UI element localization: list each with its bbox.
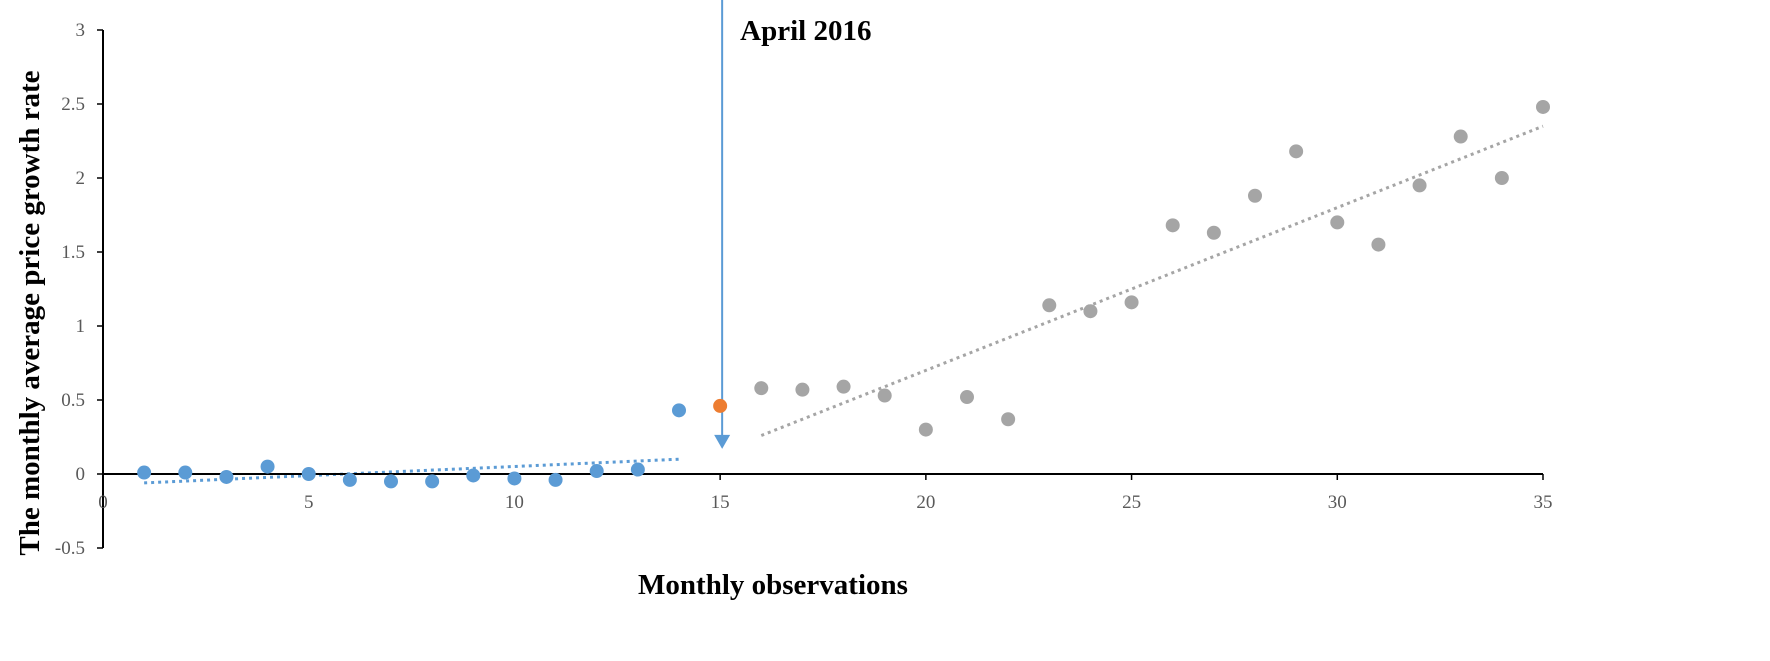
data-point — [548, 472, 563, 487]
y-tick-label: 2.5 — [61, 94, 85, 115]
data-point — [178, 465, 193, 480]
data-point — [630, 462, 645, 477]
annotation-group — [714, 0, 731, 449]
data-point — [1206, 225, 1221, 240]
data-point — [960, 390, 974, 405]
data-point — [342, 472, 357, 487]
data-point — [1289, 144, 1304, 159]
y-tick-label: 0 — [76, 464, 86, 485]
data-points — [137, 99, 1550, 489]
data-point — [1248, 188, 1262, 203]
data-point — [1124, 295, 1139, 310]
y-tick-label: -0.5 — [55, 538, 85, 559]
data-point — [1536, 99, 1550, 114]
data-point — [836, 379, 851, 394]
data-point — [754, 381, 769, 396]
x-axis-title: Monthly observations — [638, 569, 908, 601]
data-point — [466, 468, 481, 483]
data-point — [301, 467, 316, 481]
annotation-arrow-head — [714, 434, 731, 449]
trendline-1 — [144, 457, 680, 485]
data-point — [918, 422, 933, 437]
data-point — [877, 388, 892, 403]
data-point — [795, 382, 810, 397]
data-point — [589, 464, 604, 479]
data-point — [219, 469, 234, 484]
x-tick-label: 0 — [98, 492, 108, 513]
data-point — [1371, 237, 1386, 252]
data-point — [1001, 412, 1016, 427]
data-point — [1083, 304, 1098, 319]
data-point — [507, 471, 522, 486]
data-point — [1042, 298, 1057, 313]
tick-labels: -0.500.511.522.530 5 10 15 20 25 30 35 — [55, 20, 1553, 559]
y-tick-label: 0.5 — [61, 390, 85, 411]
x-tick-label: 35 — [1534, 492, 1553, 513]
data-point — [260, 459, 275, 474]
y-tick-label: 1 — [76, 316, 86, 337]
data-point — [1494, 171, 1509, 185]
y-axis-title: The monthly average price growth rate — [14, 70, 46, 555]
data-point — [713, 398, 728, 413]
data-point — [1412, 178, 1427, 193]
annotation-april-2016: April 2016 — [740, 15, 871, 47]
y-tick-label: 2 — [76, 168, 86, 189]
data-point — [1165, 218, 1180, 233]
x-tick-label: 20 — [916, 492, 935, 513]
data-point — [384, 474, 398, 489]
x-tick-label: 15 — [711, 492, 730, 513]
data-point — [1453, 129, 1468, 144]
y-tick-label: 1.5 — [61, 242, 85, 263]
x-tick-label: 10 — [505, 492, 524, 513]
data-point — [672, 403, 686, 418]
data-point — [1330, 215, 1345, 230]
trendlines — [144, 124, 1544, 485]
data-point — [137, 465, 152, 480]
trendline-2 — [760, 124, 1544, 437]
x-tick-label: 30 — [1328, 492, 1347, 513]
x-tick-label: 25 — [1122, 492, 1141, 513]
x-tick-label: 5 — [304, 492, 314, 513]
data-point — [425, 474, 440, 489]
y-tick-label: 3 — [76, 20, 86, 41]
